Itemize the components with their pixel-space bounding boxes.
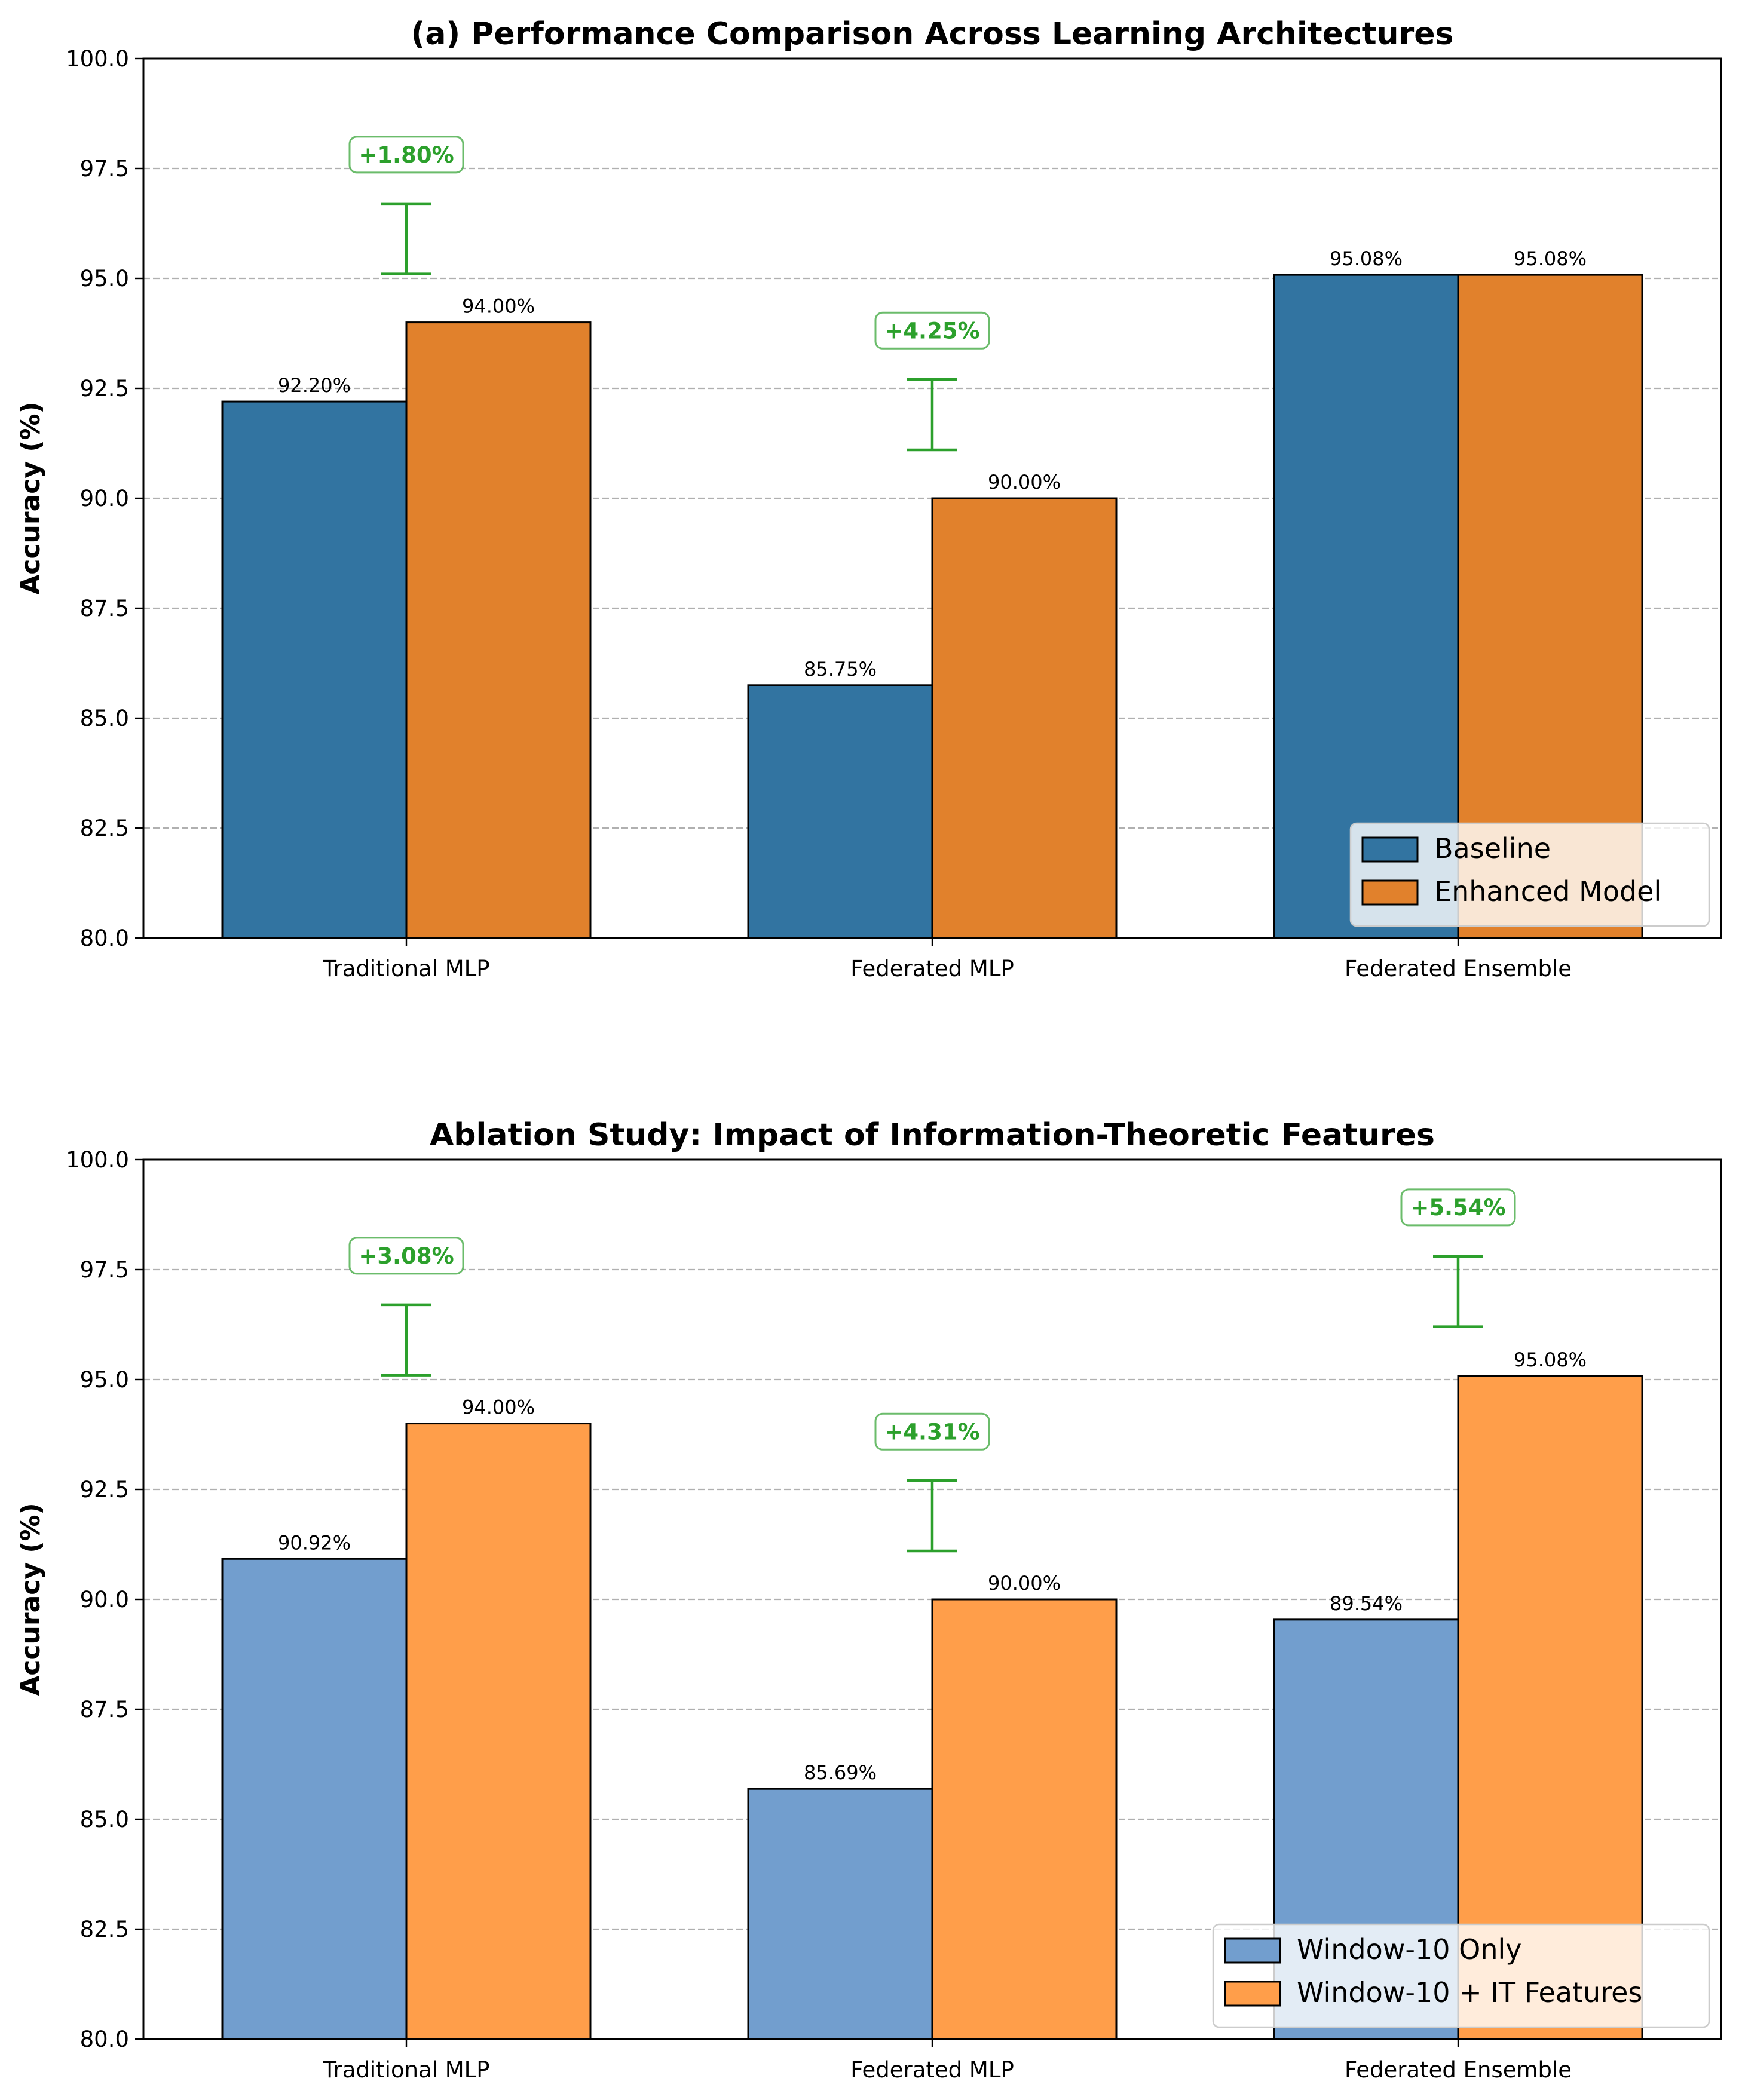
improvement-box <box>348 136 464 174</box>
legend-swatch <box>1224 1937 1281 1964</box>
improvement-label: +3.08% <box>359 1243 454 1269</box>
legend-swatch <box>1361 836 1419 863</box>
y-axis-label: Accuracy (%) <box>16 1503 46 1696</box>
bar <box>747 1788 933 2040</box>
bar-value-label: 90.00% <box>988 1572 1061 1595</box>
bar-value-label: 92.20% <box>278 374 351 397</box>
legend-box <box>1212 1923 1710 2028</box>
x-tick-label: Traditional MLP <box>322 2057 489 2083</box>
y-tick-label: 87.5 <box>80 1697 129 1722</box>
bar-value-label: 85.75% <box>804 658 877 680</box>
bar <box>221 1558 408 2040</box>
improvement-box <box>874 1412 990 1451</box>
y-tick-label: 100.0 <box>66 1147 129 1173</box>
improvement-box <box>348 1237 464 1275</box>
improvement-box <box>1400 1188 1516 1227</box>
y-tick-label: 97.5 <box>80 1257 129 1283</box>
legend-swatch <box>1224 1981 1281 2007</box>
bar-value-label: 95.08% <box>1514 247 1587 270</box>
y-tick-label: 95.0 <box>80 1367 129 1393</box>
x-tick-label: Traditional MLP <box>322 956 489 982</box>
improvement-label: +4.25% <box>884 318 979 344</box>
y-tick-label: 80.0 <box>80 925 129 951</box>
y-tick-label: 100.0 <box>66 46 129 72</box>
bar-value-label: 95.08% <box>1514 1348 1587 1371</box>
bar-value-label: 89.54% <box>1330 1592 1403 1615</box>
bar <box>747 684 933 939</box>
bar <box>931 1598 1118 2040</box>
improvement-label: +1.80% <box>359 142 454 168</box>
chart-panel-2: 80.0 82.5 85.0 87.5 90.0 92.5 95.0 97.5 100.0 90.… <box>16 1117 1722 2083</box>
bar-value-label: 90.00% <box>988 471 1061 493</box>
y-tick-label: 82.5 <box>80 1917 129 1942</box>
chart-title: (a) Performance Comparison Across Learni… <box>411 16 1454 52</box>
x-tick-label: Federated Ensemble <box>1345 956 1572 982</box>
legend-box <box>1349 822 1710 927</box>
y-tick-label: 87.5 <box>80 596 129 621</box>
bar <box>405 1423 592 2040</box>
bar-value-label: 95.08% <box>1330 247 1403 270</box>
y-tick-label: 85.0 <box>80 1807 129 1832</box>
y-tick-label: 85.0 <box>80 706 129 731</box>
x-tick-label: Federated MLP <box>850 2057 1014 2083</box>
bar <box>931 497 1118 939</box>
bar-value-label: 94.00% <box>462 295 535 318</box>
chart-panel-1: 80.0 82.5 85.0 87.5 90.0 92.5 95.0 97.5 100.0 92.… <box>16 16 1722 982</box>
y-tick-label: 82.5 <box>80 816 129 841</box>
y-tick-label: 92.5 <box>80 1477 129 1503</box>
y-tick-label: 95.0 <box>80 266 129 292</box>
legend-label: Enhanced Model <box>1434 875 1661 908</box>
legend-label: Window-10 + IT Features <box>1297 1976 1642 2009</box>
legend: Window-10 Only Window-10 + IT Features <box>1212 1923 1710 2028</box>
chart-title: Ablation Study: Impact of Information-Th… <box>430 1117 1435 1153</box>
y-tick-label: 90.0 <box>80 1587 129 1612</box>
bar-value-label: 85.69% <box>804 1761 877 1784</box>
legend: Baseline Enhanced Model <box>1349 822 1710 927</box>
legend-label: Baseline <box>1434 832 1551 864</box>
improvement-label: +5.54% <box>1410 1195 1505 1221</box>
bar-value-label: 90.92% <box>278 1531 351 1554</box>
bar-value-label: 94.00% <box>462 1396 535 1419</box>
legend-swatch <box>1361 879 1419 906</box>
bar <box>221 400 408 939</box>
x-tick-label: Federated MLP <box>850 956 1014 982</box>
improvement-box <box>874 311 990 350</box>
y-tick-label: 92.5 <box>80 376 129 401</box>
y-tick-label: 90.0 <box>80 486 129 511</box>
improvement-label: +4.31% <box>884 1419 979 1445</box>
y-axis-label: Accuracy (%) <box>16 401 46 594</box>
y-tick-label: 80.0 <box>80 2027 129 2052</box>
bar <box>405 321 592 939</box>
legend-label: Window-10 Only <box>1297 1933 1522 1966</box>
x-tick-label: Federated Ensemble <box>1345 2057 1572 2083</box>
y-tick-label: 97.5 <box>80 156 129 182</box>
